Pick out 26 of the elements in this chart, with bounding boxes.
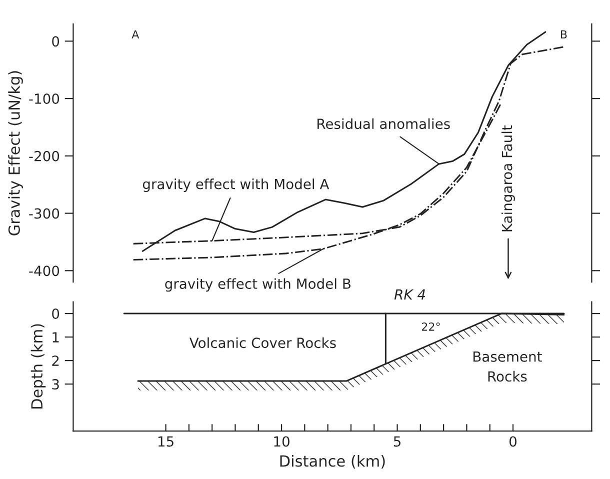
y-tick-label: -400	[29, 266, 60, 276]
y-tick-label: 3	[52, 379, 59, 390]
x-tick-label: 0	[509, 436, 516, 447]
y-tick-label: -300	[29, 208, 60, 219]
y-tick-label: 1	[52, 332, 59, 342]
annotation: 22°	[422, 322, 440, 331]
annotation: gravity effect with Model A	[142, 178, 330, 192]
annotation: Volcanic Cover Rocks	[189, 337, 336, 348]
y-axis-title: Gravity Effect (uN/kg)	[8, 71, 23, 236]
y-tick-label: 0	[52, 36, 60, 47]
annotation: Residual anomalies	[318, 118, 450, 130]
x-tick-label: 5	[394, 436, 400, 447]
y-tick-label: 2	[52, 356, 59, 366]
y-axis-title: Depth (km)	[30, 324, 46, 408]
y-tick-label: -200	[29, 150, 60, 162]
annotation: Basement Rocks	[473, 352, 542, 382]
annotation: B	[560, 30, 567, 38]
annotation: A	[132, 30, 140, 38]
x-axis-title: Distance (km)	[280, 454, 385, 469]
annotation: Kaingaroa Fault	[502, 125, 515, 232]
x-tick-label: 15	[158, 436, 174, 447]
y-tick-label: 0	[52, 308, 60, 319]
x-tick-label: 10	[274, 436, 290, 447]
y-tick-label: -100	[29, 94, 60, 104]
annotation: gravity effect with Model B	[165, 278, 350, 292]
annotation: RK 4	[394, 289, 426, 300]
